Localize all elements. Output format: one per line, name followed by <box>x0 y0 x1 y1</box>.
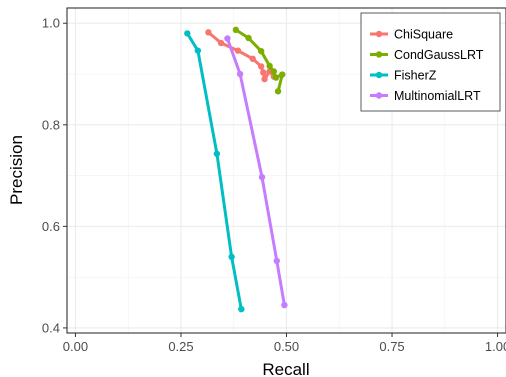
series-condgausslrt <box>232 26 286 95</box>
series-layer <box>184 26 288 313</box>
x-tick-label: 1.00 <box>485 339 506 354</box>
x-tick-label: 0.00 <box>63 339 88 354</box>
data-point <box>272 74 280 81</box>
data-point <box>273 257 280 265</box>
data-point <box>245 34 252 42</box>
series-chisquare <box>205 29 278 83</box>
legend-item: FisherZ <box>370 69 437 83</box>
legend-label: CondGaussLRT <box>394 48 484 62</box>
legend-label: ChiSquare <box>394 28 453 42</box>
legend-item: ChiSquare <box>370 28 453 42</box>
x-tick-label: 0.50 <box>274 339 299 354</box>
series-fisherz <box>184 30 245 313</box>
legend-item: MultinomialLRT <box>370 89 481 103</box>
legend-key-point <box>375 71 383 79</box>
y-tick-label: 1.0 <box>42 16 60 31</box>
legend: ChiSquare CondGaussLRT FisherZ MultinomialL… <box>360 12 501 112</box>
data-point <box>205 29 212 36</box>
tick-layer: 0.00 0.25 0.50 0.75 1.00 0.4 0.6 0.8 1.0 <box>42 16 506 354</box>
y-tick-label: 0.6 <box>42 219 60 234</box>
data-point <box>266 62 273 70</box>
data-point <box>224 35 231 42</box>
data-point <box>274 88 282 95</box>
data-point <box>217 39 225 47</box>
x-tick-label: 0.75 <box>379 339 404 354</box>
y-tick-label: 0.4 <box>42 320 60 335</box>
x-tick-label: 0.25 <box>168 339 193 354</box>
data-point <box>232 26 240 34</box>
data-point <box>281 301 288 309</box>
legend-key-point <box>375 51 383 58</box>
grid-layer <box>67 8 506 333</box>
data-point <box>249 55 256 62</box>
data-point <box>260 69 267 76</box>
legend-key-point <box>375 30 383 38</box>
data-point <box>238 305 245 313</box>
legend-label: FisherZ <box>394 69 437 83</box>
legend-label: MultinomialLRT <box>394 89 481 103</box>
data-point <box>279 71 286 78</box>
data-point <box>234 47 242 54</box>
data-point <box>213 150 221 157</box>
data-point <box>257 63 265 70</box>
y-tick-label: 0.8 <box>42 117 60 132</box>
data-point <box>257 47 265 55</box>
data-point <box>184 30 191 37</box>
data-point <box>194 47 202 54</box>
data-point <box>270 68 278 75</box>
legend-item: CondGaussLRT <box>370 48 484 62</box>
data-point <box>236 70 244 78</box>
data-point <box>228 253 235 261</box>
data-point <box>261 75 268 83</box>
legend-key-point <box>375 92 383 99</box>
y-axis-title: Precision <box>7 135 26 205</box>
data-point <box>258 173 266 181</box>
x-axis-title: Recall <box>262 360 309 377</box>
series-multinomiallrt <box>224 35 288 309</box>
